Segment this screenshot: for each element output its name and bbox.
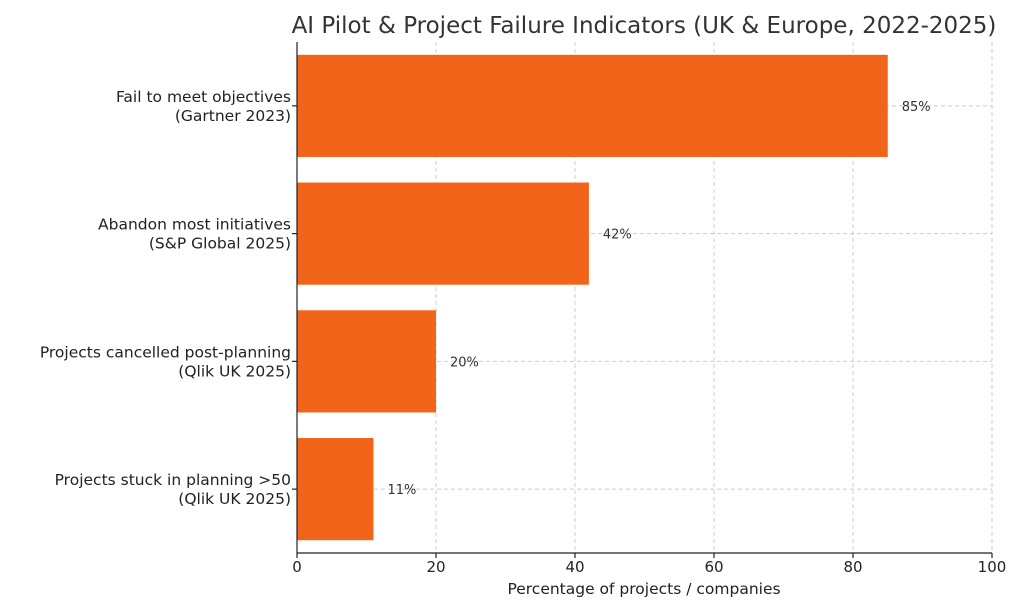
y-category-label: Abandon most initiatives (S&P Global 2025…: [98, 216, 291, 253]
labels: 0 20 40 60 80 100 Fail to meet objectives (Gart…: [40, 88, 1007, 576]
bars: [297, 54, 888, 541]
y-category-label-line: (Qlik UK 2025): [178, 490, 291, 508]
y-category-label-line: Projects cancelled post-planning: [40, 343, 291, 361]
x-tick-label: 100: [978, 558, 1007, 576]
bar: [297, 438, 374, 541]
y-category-label-line: Projects stuck in planning >50: [55, 471, 291, 489]
y-category-label-line: (Qlik UK 2025): [178, 362, 291, 380]
x-tick-label: 20: [426, 558, 445, 576]
y-category-label-line: (S&P Global 2025): [149, 235, 291, 253]
data-label: 85%: [902, 100, 931, 115]
y-category-label-line: (Gartner 2023): [175, 107, 291, 125]
chart-title: AI Pilot & Project Failure Indicators (U…: [292, 13, 997, 39]
data-label: 42%: [603, 228, 632, 243]
data-label: 11%: [387, 483, 416, 498]
y-category-label: Projects stuck in planning >50 (Qlik UK 2…: [55, 471, 291, 508]
x-tick-label: 0: [292, 558, 302, 576]
y-category-label: Fail to meet objectives (Gartner 2023): [116, 88, 291, 125]
y-category-label-line: Abandon most initiatives: [98, 216, 291, 234]
x-tick-label: 80: [843, 558, 862, 576]
axes: [292, 42, 993, 558]
bar: [297, 54, 888, 157]
y-category-label-line: Fail to meet objectives: [116, 88, 291, 106]
x-tick-label: 60: [704, 558, 723, 576]
data-label: 20%: [450, 355, 479, 370]
y-category-label: Projects cancelled post-planning (Qlik UK…: [40, 343, 291, 380]
bar: [297, 310, 436, 413]
x-tick-label: 40: [565, 558, 584, 576]
x-axis-label: Percentage of projects / companies: [507, 580, 780, 598]
bar: [297, 182, 589, 285]
